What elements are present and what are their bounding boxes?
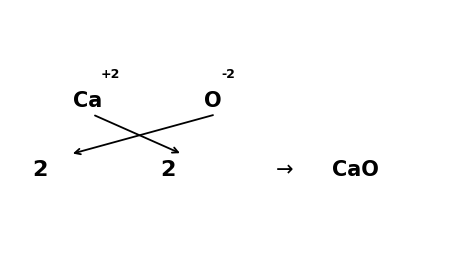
Text: →: →: [276, 160, 293, 180]
Text: -2: -2: [222, 68, 236, 81]
Text: O: O: [204, 91, 221, 111]
Text: Ca: Ca: [73, 91, 103, 111]
Text: 2: 2: [33, 160, 48, 180]
Text: +2: +2: [101, 68, 120, 81]
Text: CaO: CaO: [332, 160, 379, 180]
Text: 2: 2: [161, 160, 176, 180]
